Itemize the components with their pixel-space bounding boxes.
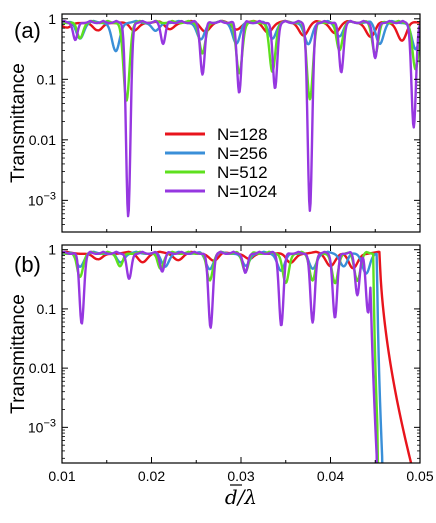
panel-b: 1 0.1 0.01 10−3 0.01 0.02 0.03 0.04 0.05 (b) Tr… — [8, 242, 434, 484]
xtick-label: 0.04 — [317, 468, 344, 484]
xtick-label: 0.03 — [227, 468, 254, 484]
panel-a-yticks: 1 0.1 0.01 10−3 — [28, 11, 420, 225]
panel-b-xticks: 0.01 0.02 0.03 0.04 0.05 — [48, 245, 434, 484]
panel-a-label: (a) — [14, 18, 41, 43]
x-axis-label: d/λ — [225, 484, 257, 509]
panel-b-curves — [62, 250, 413, 463]
legend-label: N=1024 — [217, 182, 277, 201]
ytick-label: 0.1 — [37, 71, 57, 87]
ytick-label: 0.1 — [37, 301, 57, 317]
ytick-label: 0.01 — [29, 132, 56, 148]
panel-a-ylabel: Transmittance — [8, 63, 29, 183]
ytick-label: 10−3 — [28, 417, 56, 435]
ytick-label: 1 — [48, 11, 56, 27]
panel-a-curves — [62, 19, 420, 218]
legend-label: N=128 — [217, 125, 268, 144]
x-axis-label-text: d/λ — [225, 485, 257, 509]
ytick-label: 1 — [48, 242, 56, 258]
panel-a: 1 0.1 0.01 10−3 (a) Transmittance N=128N=25… — [8, 11, 421, 233]
xtick-label: 0.05 — [406, 468, 433, 484]
ytick-label: 10−3 — [28, 190, 56, 208]
series-line-n-1024 — [62, 250, 378, 463]
panel-b-label: (b) — [14, 252, 41, 277]
xtick-label: 0.02 — [138, 468, 165, 484]
series-line-n-1024 — [62, 19, 420, 218]
legend-label: N=256 — [217, 144, 268, 163]
legend-label: N=512 — [217, 163, 268, 182]
ytick-label: 0.01 — [29, 360, 56, 376]
panel-b-ylabel: Transmittance — [8, 294, 29, 414]
panel-b-yticks: 1 0.1 0.01 10−3 — [28, 242, 420, 459]
panel-a-xticks — [61, 14, 421, 232]
xtick-label: 0.01 — [48, 468, 75, 484]
